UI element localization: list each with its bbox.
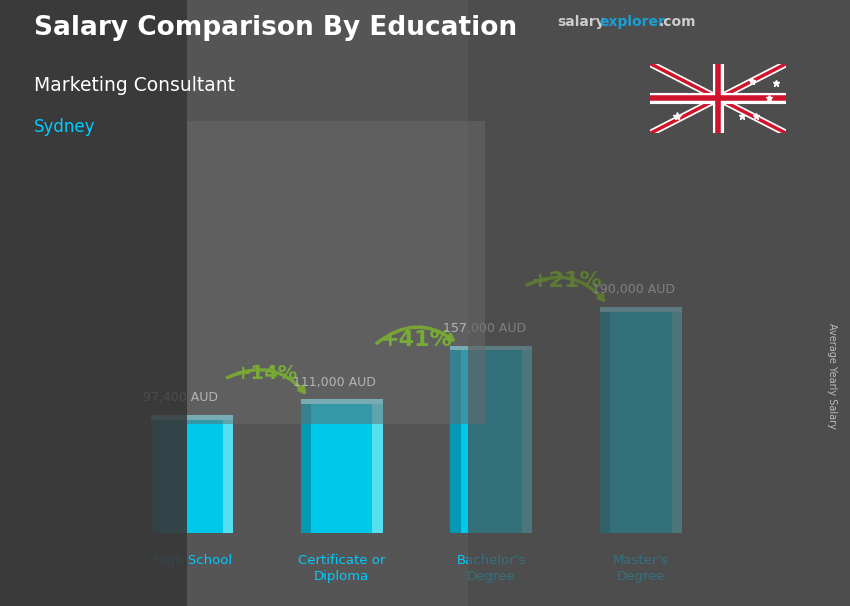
Bar — [450, 350, 461, 533]
Bar — [672, 312, 682, 533]
Text: +41%: +41% — [381, 330, 452, 350]
Bar — [468, 0, 850, 606]
Bar — [600, 312, 610, 533]
Text: 97,400 AUD: 97,400 AUD — [144, 391, 218, 404]
Text: Sydney: Sydney — [34, 118, 95, 136]
Bar — [0, 0, 187, 606]
Bar — [600, 312, 682, 533]
Text: .com: .com — [659, 15, 696, 29]
Bar — [301, 404, 382, 533]
Text: Average Yearly Salary: Average Yearly Salary — [827, 323, 837, 428]
Text: Bachelor's
Degree: Bachelor's Degree — [456, 554, 526, 583]
Bar — [450, 350, 532, 533]
Bar — [223, 420, 233, 533]
Text: +21%: +21% — [530, 271, 602, 291]
Bar — [450, 345, 532, 350]
Text: Marketing Consultant: Marketing Consultant — [34, 76, 235, 95]
Text: 157,000 AUD: 157,000 AUD — [443, 322, 526, 335]
Text: +14%: +14% — [235, 364, 298, 383]
Text: High School: High School — [152, 554, 232, 567]
Bar — [372, 404, 382, 533]
Bar — [301, 404, 311, 533]
Bar — [151, 420, 162, 533]
Text: 111,000 AUD: 111,000 AUD — [293, 376, 376, 388]
Bar — [151, 420, 233, 533]
Text: explorer: explorer — [599, 15, 665, 29]
Text: Master's
Degree: Master's Degree — [613, 554, 669, 583]
Text: Certificate or
Diploma: Certificate or Diploma — [298, 554, 385, 583]
Bar — [522, 350, 532, 533]
Bar — [187, 121, 484, 424]
Text: Salary Comparison By Education: Salary Comparison By Education — [34, 15, 517, 41]
Bar — [151, 415, 233, 420]
Text: 190,000 AUD: 190,000 AUD — [592, 284, 675, 296]
Bar — [600, 307, 682, 312]
Bar — [301, 399, 382, 404]
Text: salary: salary — [557, 15, 604, 29]
